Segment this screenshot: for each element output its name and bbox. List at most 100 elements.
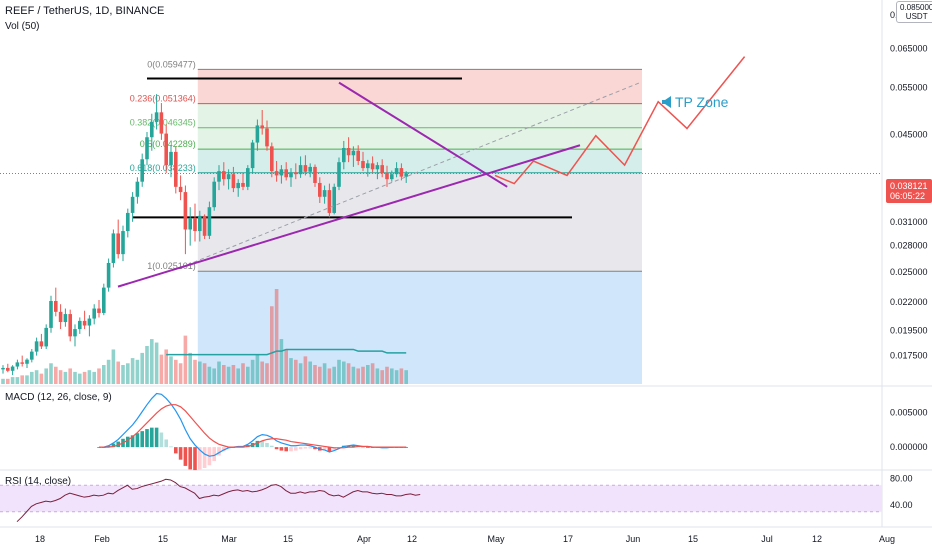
candle-body: [39, 341, 44, 347]
macd-histogram-bar: [274, 447, 279, 450]
candle-body: [313, 166, 317, 183]
fib-zone: [197, 172, 643, 272]
candle-body: [390, 174, 394, 180]
price-tick-label: 0.065000: [890, 44, 928, 54]
candle-body: [202, 215, 207, 236]
candle-body: [1, 367, 5, 370]
candle-body: [346, 147, 351, 156]
volume-bar: [294, 359, 298, 384]
macd-histogram-bar: [150, 427, 154, 448]
macd-histogram-bar: [140, 431, 144, 448]
volume-bar: [274, 289, 279, 384]
volume-bar: [380, 370, 384, 384]
candle-body: [217, 171, 221, 182]
dashed-projection-line: [180, 82, 641, 268]
volume-bar: [130, 358, 135, 384]
volume-bar: [102, 365, 106, 384]
candle-body: [92, 308, 96, 319]
candle-body: [54, 300, 58, 312]
macd-histogram-bar: [212, 447, 216, 462]
macd-pane: 0.005000 0.000000: [97, 392, 928, 471]
candle-body: [25, 359, 29, 364]
macd-histogram-bar: [183, 447, 188, 466]
candle-body: [174, 151, 178, 187]
candle-body: [298, 165, 303, 175]
candle-body: [284, 169, 288, 178]
candle-body: [231, 174, 236, 189]
volume-bar: [222, 365, 226, 384]
candle-body: [58, 311, 63, 323]
volume-bar: [183, 335, 188, 384]
candle-body: [102, 287, 106, 313]
macd-histogram-bar: [294, 447, 298, 451]
volume-bar: [212, 368, 216, 384]
volume-bar: [356, 368, 360, 384]
volume-label: Vol (50): [5, 21, 40, 32]
candle-body: [207, 207, 212, 236]
volume-bar: [241, 363, 245, 384]
candle-body: [159, 112, 164, 134]
volume-bar: [202, 363, 207, 384]
candle-body: [164, 133, 168, 166]
macd-histogram-bar: [284, 447, 288, 452]
volume-bar: [370, 363, 375, 384]
macd-histogram-bar: [145, 429, 149, 448]
volume-bar: [106, 359, 111, 384]
time-tick-label: 15: [688, 534, 698, 544]
fib-zone: [197, 69, 643, 104]
candle-body: [10, 366, 15, 371]
volume-bar: [279, 339, 284, 384]
macd-histogram-bar: [178, 447, 183, 460]
macd-histogram-bar: [116, 441, 120, 448]
currency-badge[interactable]: 0.085000 USDT: [896, 1, 932, 23]
macd-histogram-bar: [351, 445, 356, 448]
macd-histogram-bar: [217, 447, 221, 456]
volume-bar: [327, 368, 332, 384]
volume-bar: [226, 366, 231, 384]
volume-bar: [1, 378, 5, 384]
rsi-tick-label: 40.00: [890, 500, 913, 510]
volume-bar: [231, 365, 236, 384]
volume-bars: [1, 289, 408, 384]
projected-path: [494, 56, 746, 185]
time-tick-label: 12: [407, 534, 417, 544]
volume-bar: [270, 306, 274, 384]
time-tick-label: May: [487, 534, 505, 544]
volume-bar: [255, 354, 260, 384]
volume-bar: [207, 366, 212, 384]
volume-bar: [68, 368, 72, 384]
volume-bar: [30, 371, 34, 384]
volume-bar: [159, 354, 164, 384]
time-tick-label: Mar: [221, 534, 237, 544]
candle-body: [394, 168, 399, 175]
candle-body: [126, 212, 130, 232]
rsi-tick-label: 80.00: [890, 474, 913, 484]
fib-level-label: 0.618(0.038233): [130, 163, 196, 173]
candle-body: [222, 171, 226, 180]
volume-bar: [78, 373, 82, 384]
macd-histogram-bar: [327, 447, 332, 452]
macd-histogram-bar: [198, 447, 202, 470]
macd-histogram-bar: [169, 446, 173, 448]
volume-bar: [198, 361, 202, 384]
time-tick-label: Apr: [357, 534, 371, 544]
macd-histogram-bar: [126, 436, 130, 448]
macd-histogram-bar: [289, 447, 293, 452]
candle-body: [49, 300, 53, 328]
macd-histogram-bar: [265, 442, 269, 448]
macd-histogram-bar: [135, 433, 140, 448]
candle-body: [145, 137, 149, 160]
volume-bar: [193, 359, 197, 384]
bar-countdown: 06:05:22: [890, 191, 926, 201]
volume-bar: [236, 368, 240, 384]
volume-bar: [154, 342, 159, 384]
candle-body: [270, 146, 274, 172]
candle-body: [337, 162, 341, 187]
price-tick-label: 0.055000: [890, 83, 928, 93]
candle-body: [106, 262, 111, 288]
volume-bar: [58, 370, 63, 384]
candle-body: [44, 327, 48, 347]
candle-body: [250, 142, 255, 169]
volume-bar: [34, 370, 39, 384]
